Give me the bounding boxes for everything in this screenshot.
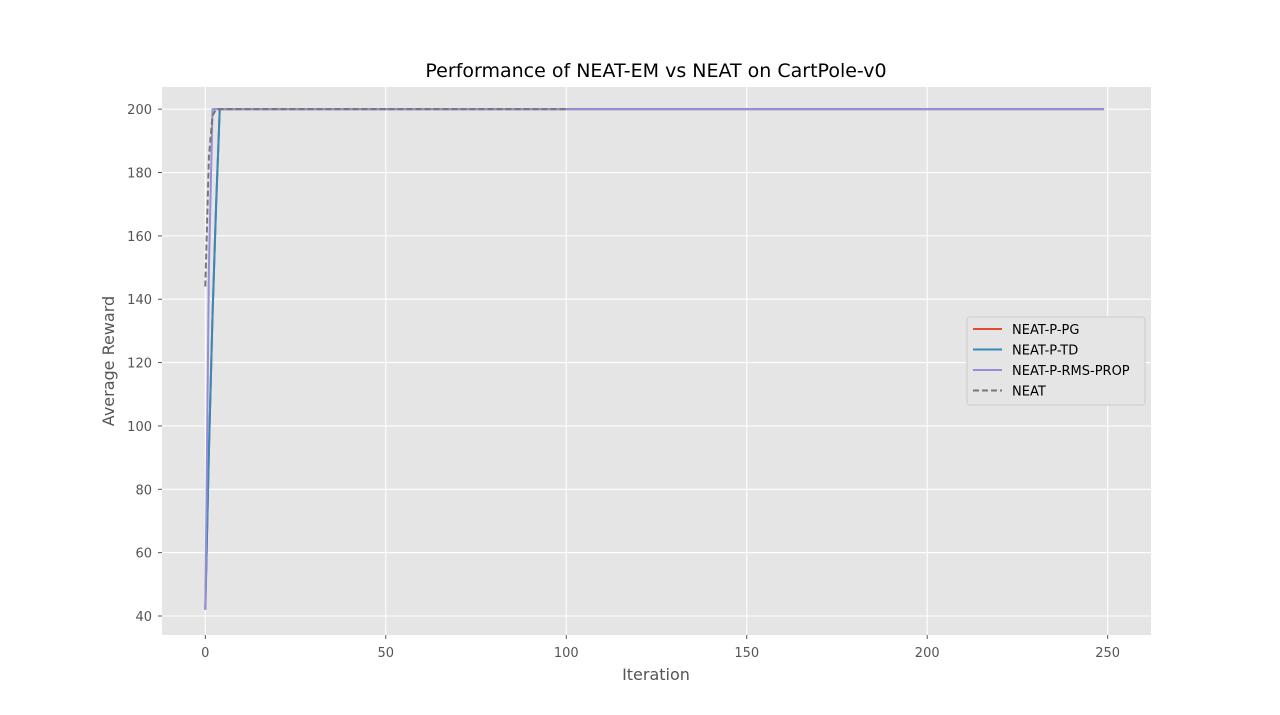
chart-title: Performance of NEAT-EM vs NEAT on CartPo… xyxy=(425,60,886,82)
series-line-neat-p-rms-prop xyxy=(204,108,1105,610)
legend-box xyxy=(966,316,1146,406)
x-axis-label: Iteration xyxy=(622,665,690,684)
x-tick-label: 150 xyxy=(734,646,759,661)
y-tick-label: 40 xyxy=(135,610,152,625)
x-tick-label: 200 xyxy=(915,646,940,661)
y-tick-label: 200 xyxy=(127,103,152,118)
series-lines xyxy=(204,108,1105,610)
y-tick-label: 180 xyxy=(127,167,152,182)
legend-label: NEAT xyxy=(1012,385,1046,400)
y-tick-label: 80 xyxy=(135,483,152,498)
y-tick-label: 100 xyxy=(127,420,152,435)
y-tick-label: 160 xyxy=(127,230,152,245)
x-tick-label: 50 xyxy=(378,646,395,661)
legend-label: NEAT-P-TD xyxy=(1012,344,1078,359)
y-axis-ticks: 40 60 80 100 120 140 160 180 200 xyxy=(127,103,162,625)
legend: NEAT-P-PG NEAT-P-TD NEAT-P-RMS-PROP NEAT xyxy=(966,316,1146,406)
series-line-neat xyxy=(204,108,567,287)
x-tick-label: 0 xyxy=(201,646,209,661)
y-tick-label: 140 xyxy=(127,293,152,308)
y-tick-label: 60 xyxy=(135,547,152,562)
x-axis-ticks: 0 50 100 150 200 250 xyxy=(201,635,1120,661)
x-tick-label: 100 xyxy=(554,646,579,661)
y-tick-label: 120 xyxy=(127,357,152,372)
x-tick-label: 250 xyxy=(1095,646,1120,661)
y-axis-label: Average Reward xyxy=(99,296,118,426)
legend-label: NEAT-P-PG xyxy=(1012,323,1079,338)
legend-label: NEAT-P-RMS-PROP xyxy=(1012,364,1130,379)
